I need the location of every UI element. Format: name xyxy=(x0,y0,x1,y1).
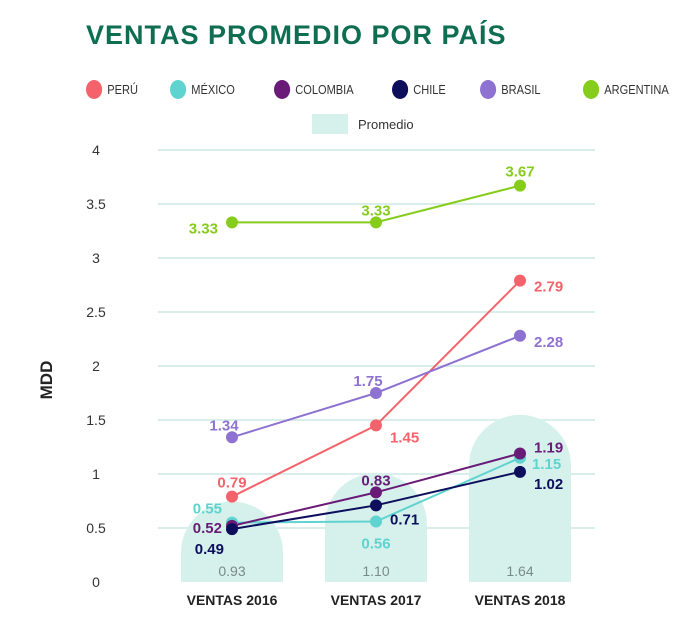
legend-dot-icon xyxy=(480,80,497,99)
data-point xyxy=(226,216,238,229)
average-label: 1.64 xyxy=(506,563,533,579)
data-point xyxy=(370,216,382,229)
y-tick-label: 1 xyxy=(92,466,100,482)
legend-label: ARGENTINA xyxy=(604,82,669,97)
data-label: 0.56 xyxy=(361,536,390,553)
data-point xyxy=(370,499,382,512)
data-label: 0.79 xyxy=(217,475,246,492)
legend-label: COLOMBIA xyxy=(295,82,354,97)
average-bar xyxy=(469,414,571,582)
data-point xyxy=(370,419,382,432)
legend-dot-icon xyxy=(86,80,103,99)
legend-dot-icon xyxy=(170,80,187,99)
legend-label: MÉXICO xyxy=(191,82,235,97)
x-tick-label: VENTAS 2018 xyxy=(475,592,566,608)
x-tick-label: VENTAS 2016 xyxy=(187,592,278,608)
data-point xyxy=(370,387,382,399)
data-label: 1.45 xyxy=(390,429,419,446)
data-label: 1.34 xyxy=(209,417,239,434)
legend-dot-icon xyxy=(274,80,291,99)
data-label: 3.33 xyxy=(361,202,390,219)
legend-item-argentina: ARGENTINA xyxy=(583,80,669,99)
y-tick-label: 0 xyxy=(92,574,100,590)
legend-label: BRASIL xyxy=(501,82,541,97)
y-tick-label: 1.5 xyxy=(86,412,106,428)
data-point xyxy=(370,486,382,499)
data-point xyxy=(514,274,526,287)
data-label: 0.83 xyxy=(361,472,390,489)
legend-item-colombia: COLOMBIA xyxy=(274,80,354,99)
data-point xyxy=(514,329,526,342)
legend-item-perú: PERÚ xyxy=(86,80,138,99)
data-point xyxy=(226,523,238,536)
data-label: 3.67 xyxy=(505,164,534,181)
legend-dot-icon xyxy=(583,80,600,99)
legend-label: Promedio xyxy=(358,116,414,132)
data-point xyxy=(514,465,526,478)
data-point xyxy=(514,179,526,192)
legend-item-brasil: BRASIL xyxy=(480,80,541,99)
data-label: 0.55 xyxy=(193,501,222,518)
chart-title: VENTAS PROMEDIO POR PAÍS xyxy=(86,20,507,50)
data-label: 2.79 xyxy=(534,279,563,296)
y-tick-label: 0.5 xyxy=(86,520,106,536)
data-label: 1.02 xyxy=(534,476,563,493)
average-label: 0.93 xyxy=(218,563,245,579)
y-tick-label: 4 xyxy=(92,142,100,158)
legend-label: PERÚ xyxy=(107,82,138,97)
legend-label: CHILE xyxy=(413,82,446,97)
data-label: 1.15 xyxy=(532,456,561,473)
data-point xyxy=(226,431,238,444)
data-label: 0.71 xyxy=(390,511,419,528)
data-label: 3.33 xyxy=(189,220,218,237)
y-tick-label: 3 xyxy=(92,250,100,266)
y-tick-label: 2.5 xyxy=(86,304,106,320)
y-tick-label: 3.5 xyxy=(86,196,106,212)
data-label: 1.19 xyxy=(534,439,563,456)
data-label: 0.52 xyxy=(193,520,222,537)
legend-item-chile: CHILE xyxy=(392,80,446,99)
promedio-swatch xyxy=(312,114,348,134)
data-point xyxy=(514,447,526,460)
data-point xyxy=(226,490,238,503)
data-label: 1.75 xyxy=(353,373,382,390)
data-label: 2.28 xyxy=(534,334,563,351)
legend-item-promedio: Promedio xyxy=(312,114,414,134)
data-label: 0.49 xyxy=(195,541,224,558)
legend-dot-icon xyxy=(392,80,409,99)
data-point xyxy=(370,515,382,528)
legend-item-méxico: MÉXICO xyxy=(170,80,235,99)
x-tick-label: VENTAS 2017 xyxy=(331,592,422,608)
average-label: 1.10 xyxy=(362,563,389,579)
y-axis-label: MDD xyxy=(37,361,56,400)
y-tick-label: 2 xyxy=(92,358,100,374)
